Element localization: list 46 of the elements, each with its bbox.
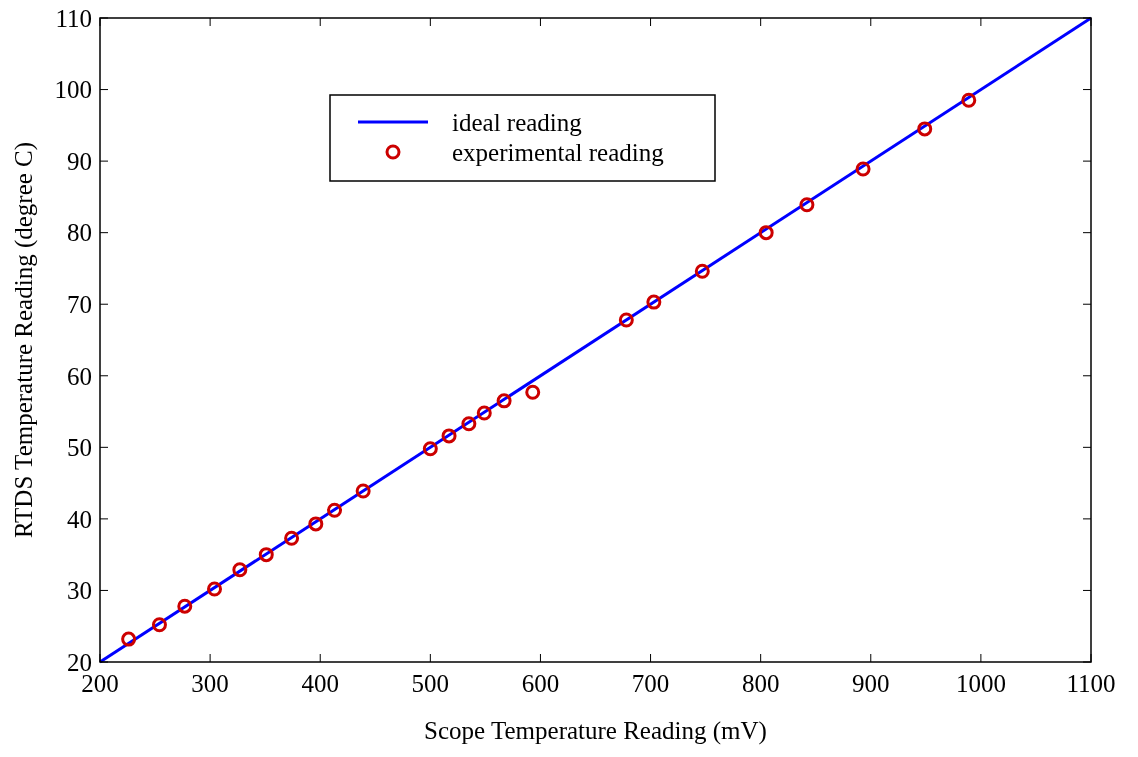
- point: [151, 617, 167, 633]
- point: [525, 384, 541, 400]
- point: [799, 197, 815, 213]
- point: [308, 516, 324, 532]
- y-tick-label: 100: [54, 76, 92, 104]
- point: [422, 441, 438, 457]
- point: [855, 161, 871, 177]
- x-tick-label: 700: [631, 670, 670, 697]
- legend-label: ideal reading: [452, 108, 583, 136]
- x-tick-label: 600: [521, 670, 560, 697]
- point: [441, 428, 457, 444]
- point: [207, 581, 223, 597]
- x-tick-label: 1100: [1066, 670, 1116, 697]
- x-tick-label: 1000: [955, 670, 1006, 697]
- point: [618, 312, 634, 328]
- y-axis-title: RTDS Temperature Reading (degree C): [10, 141, 38, 539]
- y-tick-label: 50: [67, 434, 92, 462]
- x-tick-label: 400: [301, 670, 339, 697]
- x-tick-label: 800: [741, 670, 780, 697]
- point: [476, 405, 492, 421]
- point: [355, 483, 371, 499]
- y-tick-label: 40: [67, 505, 92, 533]
- point: [327, 502, 343, 518]
- legend-label: experimental reading: [452, 138, 665, 166]
- x-tick-label: 500: [411, 670, 450, 697]
- point: [758, 225, 774, 241]
- point: [284, 530, 300, 546]
- x-axis-title: Scope Temperature Reading (mV): [424, 717, 767, 745]
- x-tick-label: 300: [191, 670, 229, 697]
- point: [917, 121, 933, 137]
- y-tick-label: 110: [55, 4, 92, 32]
- point: [496, 393, 512, 409]
- point: [232, 562, 248, 578]
- y-tick-label: 70: [67, 290, 92, 318]
- point: [177, 598, 193, 614]
- point: [646, 294, 662, 310]
- point: [961, 92, 977, 108]
- point: [121, 631, 137, 647]
- point: [258, 547, 274, 563]
- x-tick-label: 900: [852, 670, 890, 697]
- point: [694, 263, 710, 279]
- y-tick-label: 30: [67, 577, 92, 605]
- y-tick-label: 60: [67, 362, 92, 390]
- point: [461, 416, 477, 432]
- y-tick-label: 80: [67, 219, 92, 247]
- y-tick-label: 90: [67, 147, 92, 175]
